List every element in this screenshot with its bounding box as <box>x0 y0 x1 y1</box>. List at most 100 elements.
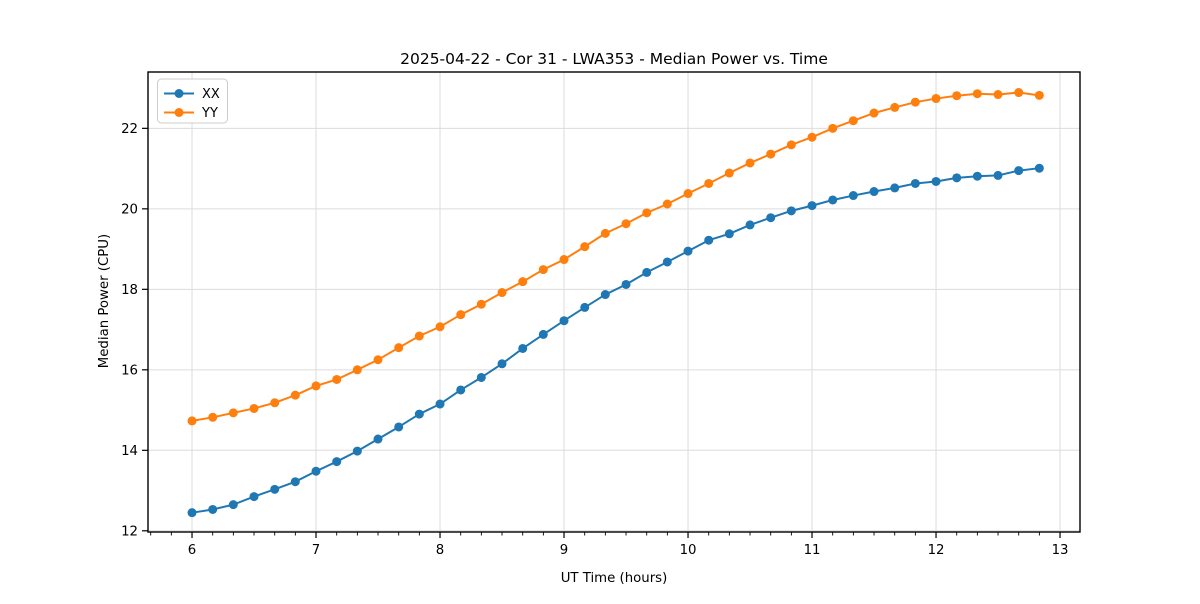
data-point-yy <box>745 158 755 168</box>
y-tick-label: 22 <box>121 122 138 137</box>
data-point-yy <box>724 168 734 178</box>
x-tick-label: 13 <box>1052 543 1069 558</box>
data-point-xx <box>621 279 631 289</box>
data-point-yy <box>290 390 300 400</box>
data-point-yy <box>414 331 424 341</box>
y-axis-label: Median Power (CPU) <box>97 234 112 368</box>
data-point-xx <box>786 206 796 216</box>
data-point-yy <box>538 265 548 275</box>
data-point-xx <box>642 267 652 277</box>
legend-label-yy: YY <box>201 106 218 121</box>
data-point-yy <box>621 219 631 229</box>
data-point-xx <box>497 359 507 369</box>
data-point-xx <box>993 170 1003 180</box>
data-point-xx <box>662 257 672 267</box>
data-point-yy <box>1014 88 1024 98</box>
y-tick-label: 18 <box>121 283 138 298</box>
grid-lines <box>148 72 1080 532</box>
x-tick-label: 7 <box>312 543 320 558</box>
y-tick-label: 12 <box>121 524 138 539</box>
data-point-yy <box>394 343 404 353</box>
data-point-yy <box>869 108 879 118</box>
data-point-xx <box>683 246 693 256</box>
data-point-xx <box>600 290 610 300</box>
data-point-xx <box>910 178 920 188</box>
tick-labels: 6 7 8 9 10 11 12 13 12 14 16 18 20 22 <box>121 122 1068 558</box>
x-tick-label: 9 <box>560 543 568 558</box>
x-tick-label: 10 <box>680 543 697 558</box>
x-tick-label: 12 <box>928 543 945 558</box>
data-point-xx <box>848 191 858 201</box>
data-point-yy <box>311 381 321 391</box>
data-series <box>187 88 1044 518</box>
legend-marker-xx <box>174 89 184 98</box>
data-point-yy <box>683 189 693 199</box>
data-point-xx <box>476 372 486 382</box>
data-point-yy <box>972 89 982 99</box>
series-line-yy <box>191 91 1041 422</box>
x-tick-label: 11 <box>804 543 821 558</box>
data-point-xx <box>435 399 445 409</box>
data-point-xx <box>724 229 734 239</box>
legend-item-xx: XX <box>164 87 220 102</box>
legend: XX YY <box>157 78 228 124</box>
data-point-yy <box>435 322 445 332</box>
data-point-yy <box>704 178 714 188</box>
data-point-xx <box>456 385 466 395</box>
data-point-xx <box>332 457 342 467</box>
axis-ticks <box>142 127 1061 538</box>
data-point-yy <box>456 310 466 320</box>
data-point-yy <box>208 412 218 422</box>
data-point-xx <box>807 201 817 211</box>
legend-item-yy: YY <box>164 106 218 121</box>
data-point-yy <box>766 149 776 159</box>
x-axis-label: UT Time (hours) <box>561 571 668 586</box>
data-point-xx <box>208 504 218 514</box>
series-yy <box>187 88 1044 426</box>
data-point-yy <box>890 102 900 112</box>
data-point-yy <box>642 208 652 218</box>
data-point-yy <box>270 398 280 408</box>
data-point-yy <box>931 94 941 104</box>
data-point-yy <box>228 408 238 418</box>
data-point-xx <box>187 508 197 518</box>
data-point-xx <box>931 176 941 186</box>
data-point-xx <box>311 466 321 476</box>
data-point-xx <box>952 173 962 183</box>
data-point-xx <box>228 500 238 510</box>
series-line-xx <box>191 167 1041 514</box>
data-point-yy <box>993 90 1003 100</box>
legend-label-xx: XX <box>202 87 220 102</box>
data-point-xx <box>414 409 424 419</box>
data-point-yy <box>249 403 259 413</box>
data-point-xx <box>869 187 879 197</box>
data-point-xx <box>559 316 569 326</box>
data-point-xx <box>1014 166 1024 176</box>
chart-title: 2025-04-22 - Cor 31 - LWA353 - Median Po… <box>400 50 828 68</box>
data-point-yy <box>352 365 362 375</box>
data-point-yy <box>373 355 383 365</box>
data-point-xx <box>249 492 259 502</box>
data-point-yy <box>1034 90 1044 100</box>
data-point-yy <box>559 255 569 265</box>
data-point-xx <box>972 171 982 181</box>
data-point-xx <box>518 343 528 353</box>
x-tick-label: 8 <box>436 543 444 558</box>
series-xx <box>187 163 1044 518</box>
data-point-yy <box>910 97 920 107</box>
data-point-yy <box>497 288 507 298</box>
data-point-yy <box>848 116 858 126</box>
data-point-xx <box>373 434 383 444</box>
y-tick-label: 14 <box>121 444 138 459</box>
data-point-xx <box>704 235 714 245</box>
y-tick-label: 16 <box>121 363 138 378</box>
data-point-yy <box>662 199 672 209</box>
data-point-yy <box>580 242 590 252</box>
data-point-xx <box>270 484 280 494</box>
data-point-yy <box>952 91 962 101</box>
data-point-yy <box>807 132 817 142</box>
data-point-yy <box>600 228 610 238</box>
data-point-yy <box>187 416 197 426</box>
data-point-xx <box>766 213 776 223</box>
